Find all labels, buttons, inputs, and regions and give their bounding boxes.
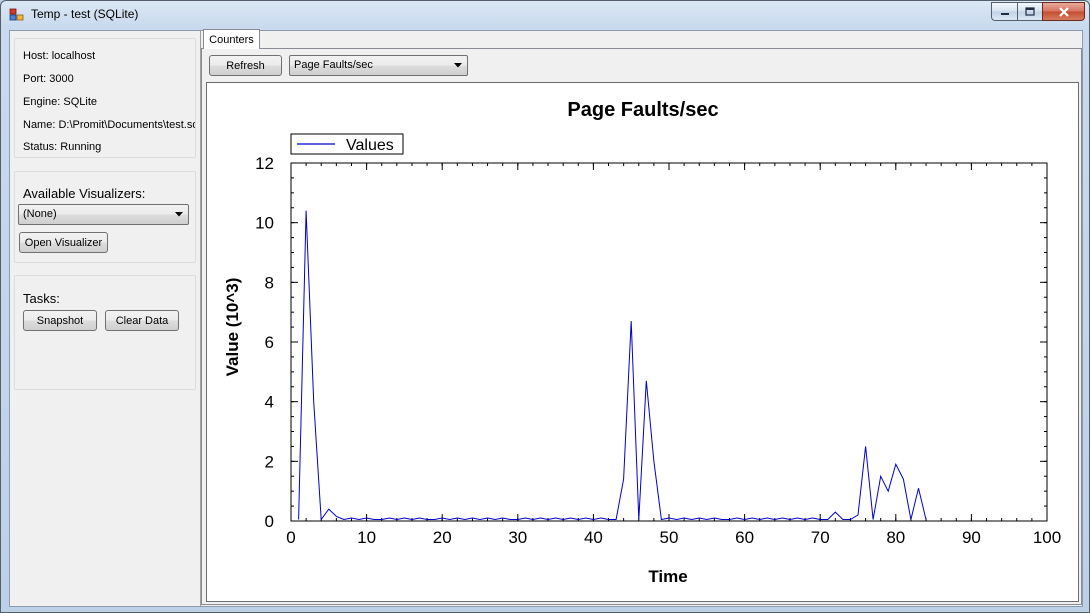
chart-title: Page Faults/sec (567, 99, 718, 121)
minimize-button[interactable] (991, 2, 1018, 21)
x-tick-label: 70 (811, 528, 830, 547)
y-tick-label: 8 (265, 273, 274, 292)
close-icon (1058, 6, 1069, 17)
x-tick-label: 30 (508, 528, 527, 547)
chart-panel: Page Faults/sec Time Value (10^3) Values… (206, 82, 1079, 602)
x-tick-label: 100 (1033, 528, 1061, 547)
clear-data-button[interactable]: Clear Data (105, 310, 179, 331)
y-tick-label: 12 (255, 154, 274, 173)
chevron-down-icon (454, 63, 462, 68)
maximize-icon (1025, 7, 1035, 16)
visualizer-select[interactable]: (None) (18, 204, 189, 225)
y-tick-label: 6 (265, 333, 274, 352)
client-area: Host: localhost Port: 3000 Engine: SQLit… (9, 29, 1083, 607)
counters-tab-page: Refresh Page Faults/sec Page Faults/sec … (201, 48, 1082, 605)
y-tick-label: 4 (265, 393, 274, 412)
x-tick-label: 60 (735, 528, 754, 547)
maximize-button[interactable] (1017, 2, 1043, 21)
x-tick-label: 10 (357, 528, 376, 547)
y-tick-label: 2 (265, 452, 274, 471)
visualizers-label: Available Visualizers: (23, 186, 146, 201)
connection-info-panel: Host: localhost Port: 3000 Engine: SQLit… (14, 38, 196, 158)
open-visualizer-button[interactable]: Open Visualizer (19, 232, 108, 253)
y-tick-label: 10 (255, 214, 274, 233)
chevron-down-icon (175, 212, 183, 217)
y-tick-label: 0 (265, 512, 274, 531)
x-tick-label: 90 (962, 528, 981, 547)
sidebar: Host: localhost Port: 3000 Engine: SQLit… (10, 31, 201, 606)
x-axis-label: Time (648, 567, 687, 586)
series-line-values (298, 210, 927, 521)
legend-label: Values (346, 137, 394, 154)
name-label: Name: D:\Promit\Documents\test.sq (23, 119, 195, 131)
refresh-button[interactable]: Refresh (209, 55, 282, 76)
tasks-panel: Tasks: Snapshot Clear Data (14, 275, 196, 390)
plot-frame (290, 162, 1048, 522)
x-tick-label: 0 (286, 528, 295, 547)
legend-box (290, 133, 404, 155)
counter-select-value: Page Faults/sec (294, 59, 373, 71)
app-icon[interactable] (9, 8, 25, 22)
counter-select[interactable]: Page Faults/sec (289, 55, 468, 76)
visualizer-select-value: (None) (23, 208, 57, 220)
engine-label: Engine: SQLite (23, 96, 97, 108)
status-label: Status: Running (23, 141, 102, 153)
window-title: Temp - test (SQLite) (31, 7, 139, 21)
y-axis-label: Value (10^3) (223, 278, 242, 377)
tab-counters[interactable]: Counters (203, 29, 260, 49)
x-tick-label: 80 (886, 528, 905, 547)
minimize-icon (1000, 12, 1009, 15)
port-label: Port: 3000 (23, 73, 74, 85)
host-label: Host: localhost (23, 50, 96, 62)
chart-legend: Values (290, 133, 404, 155)
x-tick-label: 40 (584, 528, 603, 547)
snapshot-button[interactable]: Snapshot (23, 310, 97, 331)
line-chart: Page Faults/sec Time Value (10^3) Values… (223, 99, 1061, 586)
x-tick-label: 50 (660, 528, 679, 547)
close-button[interactable] (1042, 2, 1085, 21)
title-bar[interactable]: Temp - test (SQLite) (1, 1, 1089, 29)
x-tick-label: 20 (433, 528, 452, 547)
tasks-label: Tasks: (23, 291, 60, 306)
visualizers-panel: Available Visualizers: (None) Open Visua… (14, 171, 196, 263)
